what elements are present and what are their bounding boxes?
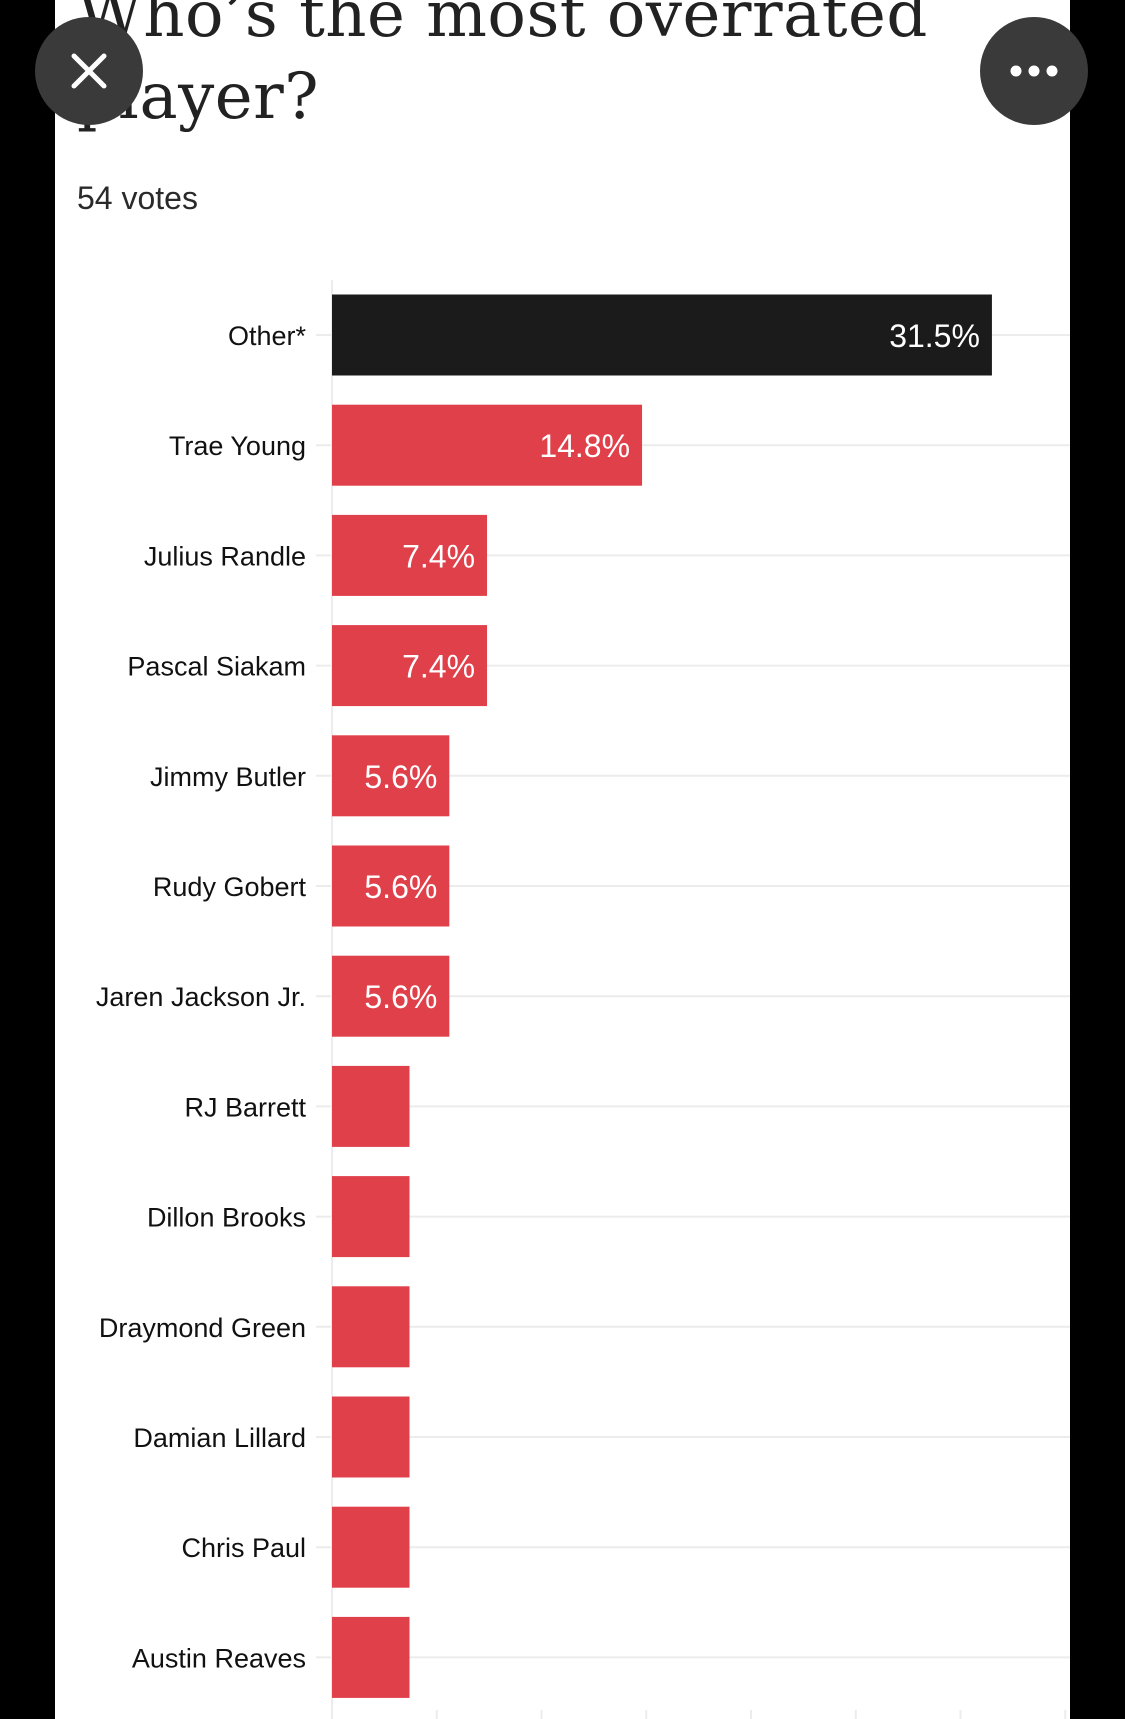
bar-category-label: Jaren Jackson Jr.	[96, 982, 306, 1012]
bar-value-label: 7.4%	[402, 538, 475, 574]
bar-chris-paul	[332, 1506, 410, 1588]
bar-category-label: Rudy Gobert	[153, 872, 307, 902]
bar-value-label: 14.8%	[539, 428, 630, 464]
bar-category-label: Other*	[228, 321, 307, 351]
poll-results-chart: Other* 31.5% Trae Young 14.8% Julius Randle 7…	[96, 280, 1070, 1719]
bar-value-label: 5.6%	[364, 979, 437, 1015]
bar-value-label: 5.6%	[364, 759, 437, 795]
bar-category-label: Jimmy Butler	[150, 762, 306, 792]
bar-category-label: Trae Young	[169, 431, 306, 461]
bar-jimmy-butler	[332, 735, 450, 817]
bar-damian-lillard	[332, 1396, 410, 1478]
bar-julius-randle	[332, 514, 488, 596]
bar-category-label: Damian Lillard	[133, 1423, 306, 1453]
bar-draymond-green	[332, 1286, 410, 1368]
bar-rj-barrett	[332, 1065, 410, 1147]
bar-category-label: Austin Reaves	[132, 1643, 306, 1673]
bar-value-label: 31.5%	[889, 318, 980, 354]
close-button[interactable]	[35, 17, 143, 125]
bar-pascal-siakam	[332, 625, 488, 707]
bar-rudy-gobert	[332, 845, 450, 927]
bar-trae-young	[332, 404, 643, 486]
bar-category-label: Draymond Green	[99, 1313, 306, 1343]
bar-value-label: 5.6%	[364, 869, 437, 905]
more-options-button[interactable]	[980, 17, 1088, 125]
bar-category-label: Chris Paul	[181, 1533, 306, 1563]
poll-results-card: Who’s the most overrated player? 54 vote…	[55, 0, 1070, 1719]
vote-count: 54 votes	[77, 180, 198, 216]
bar-category-label: Pascal Siakam	[127, 652, 306, 682]
bar-category-label: Dillon Brooks	[147, 1203, 306, 1233]
close-icon	[71, 53, 107, 89]
bar-value-label: 7.4%	[402, 649, 475, 685]
bar-category-label: RJ Barrett	[184, 1092, 306, 1122]
bar-other	[332, 294, 992, 376]
bar-austin-reaves	[332, 1616, 410, 1698]
bar-dillon-brooks	[332, 1176, 410, 1258]
more-horizontal-icon	[1010, 65, 1058, 77]
bar-jaren-jackson-jr	[332, 955, 450, 1037]
poll-title: Who’s the most overrated player?	[77, 0, 928, 134]
bar-category-label: Julius Randle	[144, 541, 306, 571]
